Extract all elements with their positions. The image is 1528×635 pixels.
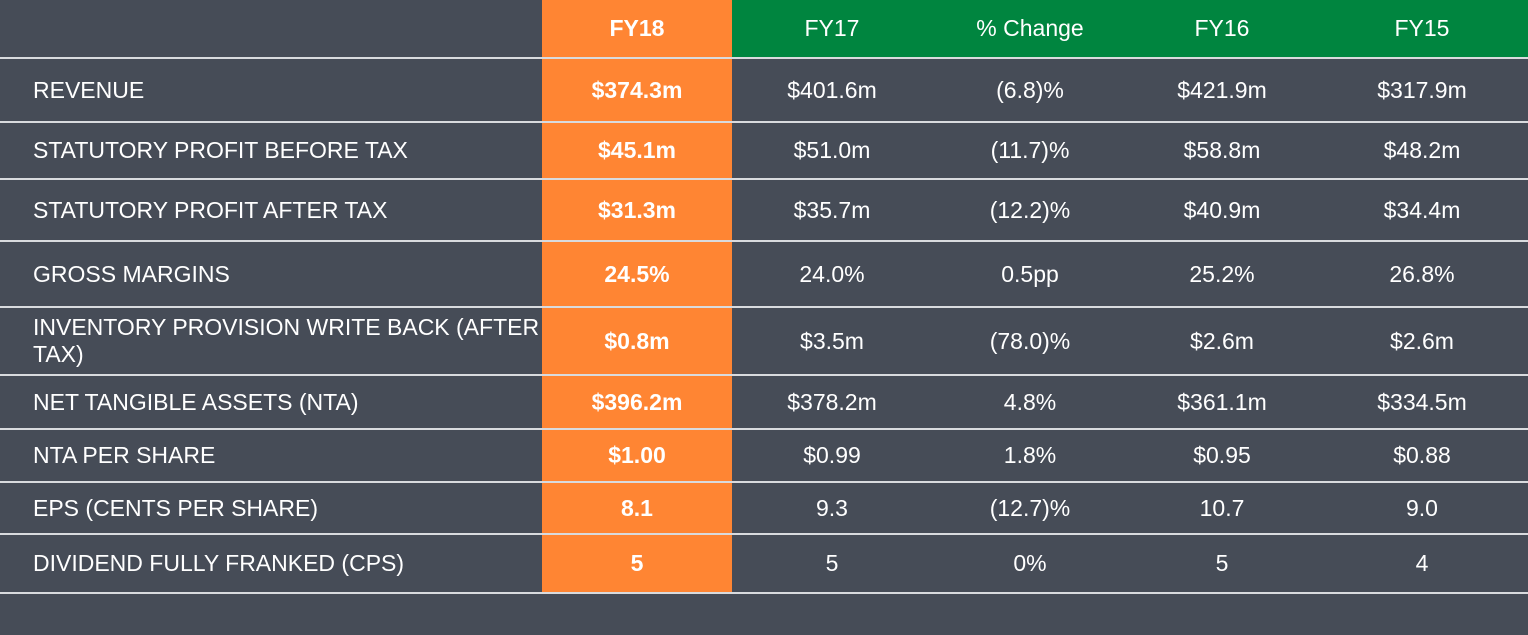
cell-fy15: $334.5m: [1316, 375, 1528, 430]
financial-summary-table: FY18 FY17 % Change FY16 FY15 REVENUE $37…: [0, 0, 1528, 594]
cell-fy15: 9.0: [1316, 482, 1528, 535]
cell-fy15: $2.6m: [1316, 307, 1528, 376]
table-row: DIVIDEND FULLY FRANKED (CPS) 5 5 0% 5 4: [0, 534, 1528, 594]
table-row: EPS (CENTS PER SHARE) 8.1 9.3 (12.7)% 10…: [0, 482, 1528, 535]
cell-fy17: 24.0%: [732, 241, 932, 308]
cell-fy16: 5: [1128, 534, 1316, 594]
header-fy15: FY15: [1316, 0, 1528, 59]
header-fy18: FY18: [542, 0, 732, 59]
row-label: GROSS MARGINS: [0, 241, 542, 308]
cell-fy17: 9.3: [732, 482, 932, 535]
cell-change: (12.7)%: [932, 482, 1128, 535]
row-label: STATUTORY PROFIT BEFORE TAX: [0, 122, 542, 180]
header-fy17: FY17: [732, 0, 932, 59]
cell-fy18: 5: [542, 534, 732, 594]
cell-fy16: 10.7: [1128, 482, 1316, 535]
cell-fy18: 8.1: [542, 482, 732, 535]
table-row: STATUTORY PROFIT AFTER TAX $31.3m $35.7m…: [0, 179, 1528, 242]
header-fy16: FY16: [1128, 0, 1316, 59]
row-label: STATUTORY PROFIT AFTER TAX: [0, 179, 542, 242]
cell-fy16: 25.2%: [1128, 241, 1316, 308]
cell-change: 0%: [932, 534, 1128, 594]
cell-fy17: $0.99: [732, 429, 932, 483]
cell-fy16: $361.1m: [1128, 375, 1316, 430]
table-row: GROSS MARGINS 24.5% 24.0% 0.5pp 25.2% 26…: [0, 241, 1528, 308]
cell-fy17: $3.5m: [732, 307, 932, 376]
cell-fy18: $396.2m: [542, 375, 732, 430]
cell-fy15: $48.2m: [1316, 122, 1528, 180]
row-label: DIVIDEND FULLY FRANKED (CPS): [0, 534, 542, 594]
cell-fy17: $401.6m: [732, 58, 932, 123]
row-label: REVENUE: [0, 58, 542, 123]
cell-fy18: $45.1m: [542, 122, 732, 180]
cell-fy18: $31.3m: [542, 179, 732, 242]
row-label: EPS (CENTS PER SHARE): [0, 482, 542, 535]
cell-fy16: $0.95: [1128, 429, 1316, 483]
cell-fy16: $2.6m: [1128, 307, 1316, 376]
cell-change: (12.2)%: [932, 179, 1128, 242]
cell-change: 4.8%: [932, 375, 1128, 430]
cell-fy15: 4: [1316, 534, 1528, 594]
cell-change: (6.8)%: [932, 58, 1128, 123]
cell-fy15: 26.8%: [1316, 241, 1528, 308]
cell-change: (78.0)%: [932, 307, 1128, 376]
cell-fy17: $35.7m: [732, 179, 932, 242]
cell-fy16: $40.9m: [1128, 179, 1316, 242]
table-row: STATUTORY PROFIT BEFORE TAX $45.1m $51.0…: [0, 122, 1528, 180]
table-row: NET TANGIBLE ASSETS (NTA) $396.2m $378.2…: [0, 375, 1528, 430]
cell-fy17: 5: [732, 534, 932, 594]
table-header-row: FY18 FY17 % Change FY16 FY15: [0, 0, 1528, 59]
table-row: NTA PER SHARE $1.00 $0.99 1.8% $0.95 $0.…: [0, 429, 1528, 483]
cell-fy15: $317.9m: [1316, 58, 1528, 123]
row-label: INVENTORY PROVISION WRITE BACK (AFTER TA…: [0, 307, 542, 376]
cell-fy16: $58.8m: [1128, 122, 1316, 180]
cell-change: 1.8%: [932, 429, 1128, 483]
table-row: REVENUE $374.3m $401.6m (6.8)% $421.9m $…: [0, 58, 1528, 123]
cell-fy15: $0.88: [1316, 429, 1528, 483]
cell-fy17: $51.0m: [732, 122, 932, 180]
cell-fy18: $0.8m: [542, 307, 732, 376]
cell-fy17: $378.2m: [732, 375, 932, 430]
cell-change: (11.7)%: [932, 122, 1128, 180]
cell-fy18: 24.5%: [542, 241, 732, 308]
cell-fy16: $421.9m: [1128, 58, 1316, 123]
header-percent-change: % Change: [932, 0, 1128, 59]
row-label: NET TANGIBLE ASSETS (NTA): [0, 375, 542, 430]
cell-fy15: $34.4m: [1316, 179, 1528, 242]
row-label: NTA PER SHARE: [0, 429, 542, 483]
table-row: INVENTORY PROVISION WRITE BACK (AFTER TA…: [0, 307, 1528, 376]
cell-change: 0.5pp: [932, 241, 1128, 308]
header-blank-cell: [0, 0, 542, 59]
cell-fy18: $1.00: [542, 429, 732, 483]
cell-fy18: $374.3m: [542, 58, 732, 123]
